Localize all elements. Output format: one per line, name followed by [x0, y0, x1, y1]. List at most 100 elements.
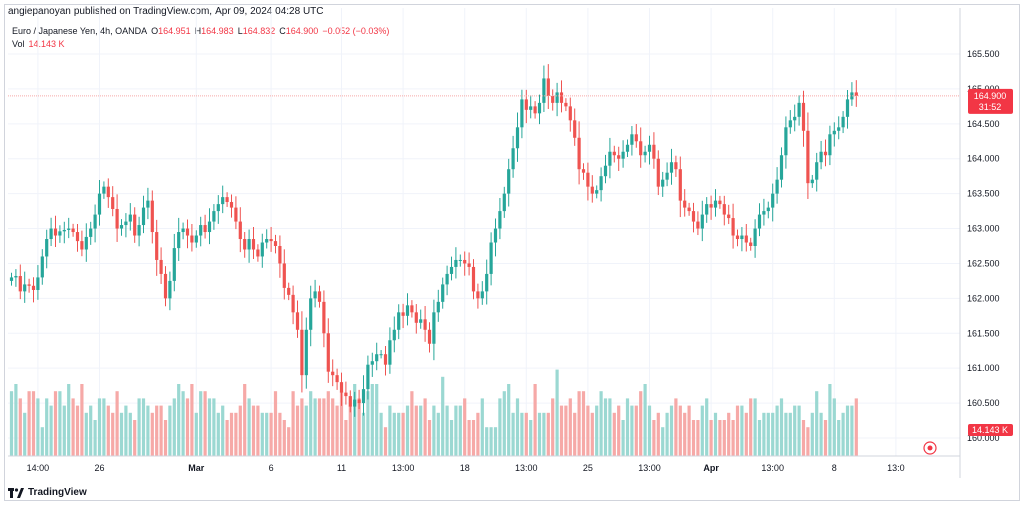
volume-bar: [793, 405, 797, 456]
volume-bar: [709, 420, 713, 456]
symbol-title[interactable]: Euro / Japanese Yen, 4h, OANDA: [12, 26, 148, 36]
candle-body: [665, 172, 669, 180]
candle-body: [419, 319, 423, 323]
volume-bar: [115, 391, 119, 456]
y-tick-label: 161.000: [967, 363, 1000, 373]
candle-body: [291, 294, 295, 313]
volume-bar: [357, 398, 361, 456]
candle-body: [454, 259, 458, 267]
volume-bar: [665, 412, 669, 456]
volume-bar: [498, 398, 502, 456]
volume-bar: [837, 420, 841, 456]
candle-body: [89, 228, 93, 237]
candle-body: [533, 106, 537, 114]
x-tick-label: Apr: [703, 463, 719, 473]
volume-bar: [568, 398, 572, 456]
candle-body: [449, 266, 454, 274]
volume-bar: [287, 427, 291, 456]
candle-body: [432, 312, 436, 344]
candle-body: [735, 235, 740, 240]
vol-label[interactable]: Vol: [12, 39, 25, 49]
candle-body: [625, 144, 630, 152]
candle-body: [137, 225, 141, 236]
candle-body: [361, 389, 366, 404]
candle-body: [551, 95, 555, 103]
candle-body: [40, 256, 44, 278]
candle-body: [573, 120, 577, 138]
candle-body: [119, 225, 124, 229]
candle-body: [97, 193, 102, 215]
volume-bar: [476, 412, 480, 456]
candle-body: [775, 179, 779, 194]
candle-body: [370, 361, 374, 365]
candle-body: [656, 158, 660, 187]
volume-bar: [102, 398, 106, 456]
x-tick-label: 18: [460, 463, 470, 473]
author-name[interactable]: angiepanoyan: [8, 6, 71, 17]
candle-body: [93, 214, 97, 229]
volume-bar: [507, 384, 511, 456]
candle-body: [489, 242, 493, 274]
candle-body: [256, 249, 260, 257]
volume-bar: [392, 412, 396, 456]
published-text: published on TradingView.com,: [73, 6, 213, 17]
volume-bar: [419, 405, 423, 456]
volume-bar: [467, 420, 471, 456]
volume-bar: [212, 398, 216, 456]
volume-bar: [661, 427, 665, 456]
volume-bar: [243, 384, 247, 456]
volume-bar: [383, 427, 388, 456]
candle-body: [621, 151, 625, 159]
volume-bar: [471, 420, 476, 456]
candle-body: [819, 151, 823, 163]
volume-bar: [62, 405, 66, 456]
volume-bar: [379, 412, 383, 456]
candle-body: [502, 193, 506, 212]
volume-bar: [265, 412, 269, 456]
volume-bar: [278, 412, 282, 456]
volume-bar: [203, 391, 207, 456]
volume-bar: [194, 412, 198, 456]
candle-body: [850, 92, 854, 100]
volume-bar: [757, 420, 762, 456]
volume-bar: [370, 384, 374, 456]
candle-body: [225, 197, 229, 203]
candle-body: [643, 151, 647, 156]
candle-body: [9, 277, 14, 281]
scroll-to-realtime-icon[interactable]: [923, 441, 937, 455]
volume-bar: [735, 405, 740, 456]
candle-body: [31, 285, 36, 290]
volume-bar: [251, 405, 256, 456]
candle-body: [577, 137, 581, 170]
candle-body: [445, 273, 449, 285]
x-tick-label: 6: [269, 463, 274, 473]
y-tick-label: 165.500: [967, 49, 1000, 59]
candle-body: [207, 221, 212, 233]
volume-bar: [533, 384, 537, 456]
candle-body: [669, 162, 674, 173]
volume-bar: [97, 398, 102, 456]
volume-bar: [234, 412, 238, 456]
candle-body: [828, 134, 832, 156]
volume-bar: [753, 398, 757, 456]
grid-lines: [8, 8, 960, 456]
candle-body: [463, 259, 467, 264]
volume-bar: [691, 420, 696, 456]
candle-body: [348, 396, 352, 407]
volume-bar: [106, 405, 110, 456]
volume-bar: [854, 398, 858, 456]
footer-brand[interactable]: TradingView: [8, 487, 87, 498]
volume-bar: [441, 376, 445, 456]
volume-bar: [436, 412, 440, 456]
volume-bar: [520, 412, 524, 456]
candle-body: [203, 225, 207, 233]
volume-bar: [423, 398, 427, 456]
volume-bar: [335, 405, 339, 456]
candle-body: [423, 319, 427, 330]
candle-body: [397, 312, 401, 330]
candle-body: [634, 134, 638, 142]
volume-bar: [405, 405, 410, 456]
candle-body: [788, 120, 792, 128]
volume-bar: [828, 384, 832, 456]
